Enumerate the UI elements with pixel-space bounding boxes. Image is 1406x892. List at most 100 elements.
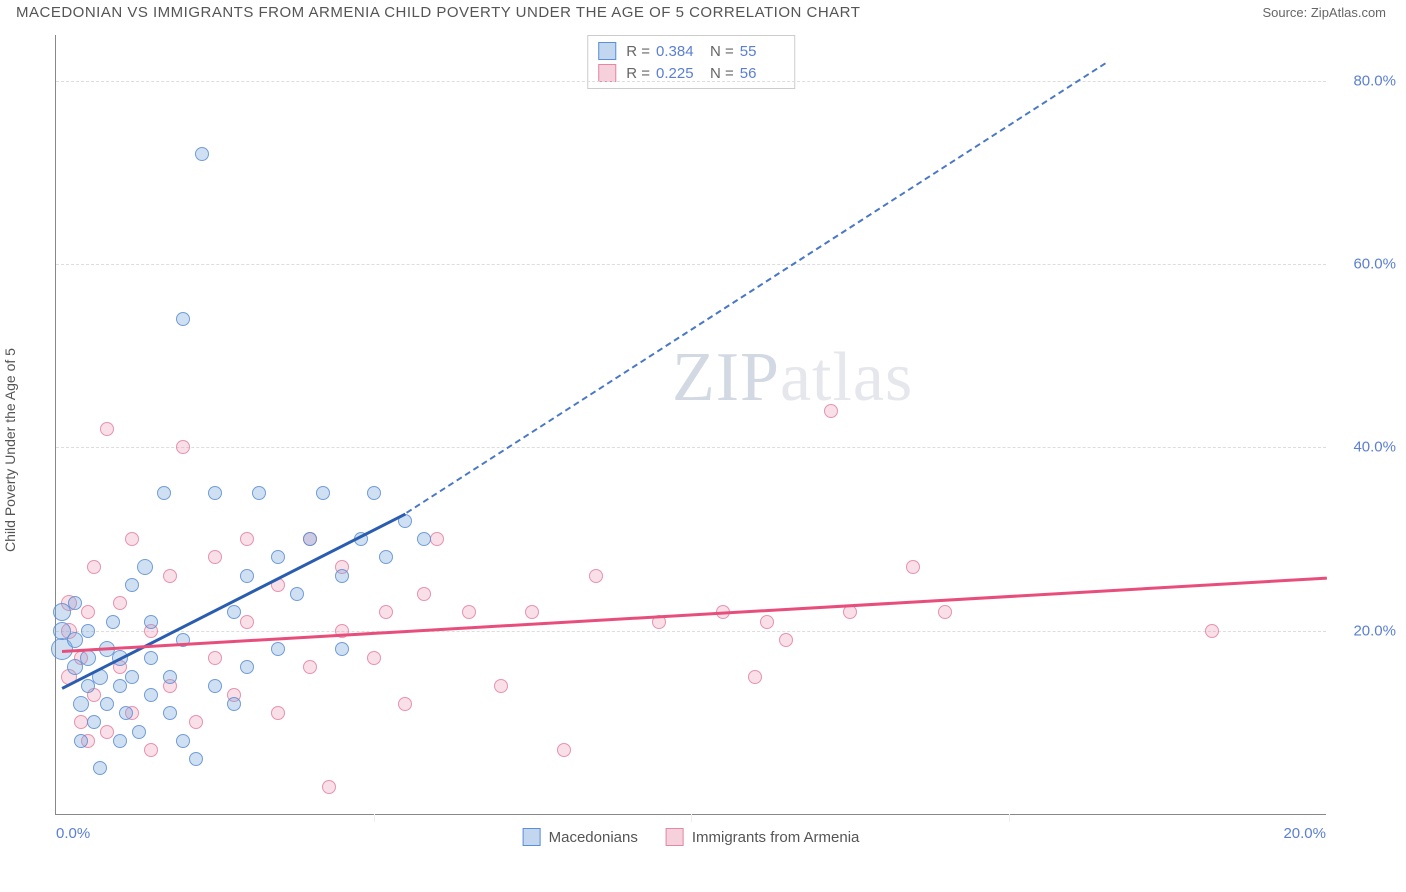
legend-stats-row: R =0.384N =55 [598, 40, 784, 62]
data-point [144, 743, 158, 757]
data-point [322, 780, 336, 794]
swatch-pink [666, 828, 684, 846]
data-point [176, 312, 190, 326]
data-point [417, 532, 431, 546]
legend-item: Macedonians [523, 828, 638, 846]
data-point [208, 679, 222, 693]
data-point [494, 679, 508, 693]
x-tick-label: 20.0% [1283, 825, 1326, 842]
legend-label: Macedonians [549, 829, 638, 846]
data-point [189, 715, 203, 729]
trend-line [406, 63, 1106, 514]
data-point [303, 532, 317, 546]
data-point [68, 596, 82, 610]
legend-bottom: Macedonians Immigrants from Armenia [523, 828, 860, 846]
swatch-blue [523, 828, 541, 846]
data-point [252, 486, 266, 500]
data-point [100, 422, 114, 436]
data-point [144, 688, 158, 702]
data-point [906, 560, 920, 574]
data-point [240, 660, 254, 674]
data-point [303, 660, 317, 674]
data-point [81, 605, 95, 619]
data-point [100, 697, 114, 711]
data-point [240, 615, 254, 629]
data-point [208, 486, 222, 500]
data-point [367, 486, 381, 500]
n-value: 55 [740, 43, 784, 60]
x-tick [374, 814, 375, 822]
data-point [144, 651, 158, 665]
data-point [157, 486, 171, 500]
watermark: ZIPatlas [672, 338, 913, 418]
title-bar: MACEDONIAN VS IMMIGRANTS FROM ARMENIA CH… [0, 0, 1406, 25]
chart-title: MACEDONIAN VS IMMIGRANTS FROM ARMENIA CH… [16, 4, 860, 21]
data-point [271, 550, 285, 564]
x-tick [1009, 814, 1010, 822]
data-point [462, 605, 476, 619]
n-label: N = [710, 43, 734, 60]
data-point [417, 587, 431, 601]
y-tick-label: 20.0% [1336, 622, 1396, 639]
n-label: N = [710, 65, 734, 82]
data-point [144, 615, 158, 629]
data-point [125, 670, 139, 684]
y-axis-label: Child Poverty Under the Age of 5 [2, 348, 18, 552]
data-point [67, 632, 83, 648]
r-label: R = [626, 65, 650, 82]
plot-area: ZIPatlas R =0.384N =55R =0.225N =56 Mace… [55, 35, 1326, 815]
data-point [93, 761, 107, 775]
data-point [367, 651, 381, 665]
data-point [195, 147, 209, 161]
data-point [589, 569, 603, 583]
data-point [398, 697, 412, 711]
data-point [430, 532, 444, 546]
data-point [189, 752, 203, 766]
n-value: 56 [740, 65, 784, 82]
swatch-pink [598, 64, 616, 82]
x-tick-label: 0.0% [56, 825, 90, 842]
data-point [208, 550, 222, 564]
data-point [240, 569, 254, 583]
data-point [100, 725, 114, 739]
data-point [113, 596, 127, 610]
gridline-h [56, 631, 1326, 632]
data-point [137, 559, 153, 575]
data-point [557, 743, 571, 757]
data-point [938, 605, 952, 619]
data-point [335, 642, 349, 656]
data-point [271, 642, 285, 656]
data-point [163, 670, 177, 684]
r-label: R = [626, 43, 650, 60]
r-value: 0.225 [656, 65, 700, 82]
data-point [335, 569, 349, 583]
data-point [73, 696, 89, 712]
data-point [113, 679, 127, 693]
data-point [1205, 624, 1219, 638]
source-label: Source: ZipAtlas.com [1262, 5, 1386, 20]
data-point [748, 670, 762, 684]
y-tick-label: 80.0% [1336, 72, 1396, 89]
data-point [74, 734, 88, 748]
data-point [119, 706, 133, 720]
swatch-blue [598, 42, 616, 60]
data-point [132, 725, 146, 739]
data-point [379, 550, 393, 564]
chart-container: Child Poverty Under the Age of 5 ZIPatla… [0, 25, 1406, 875]
data-point [163, 569, 177, 583]
data-point [779, 633, 793, 647]
data-point [113, 734, 127, 748]
legend-label: Immigrants from Armenia [692, 829, 860, 846]
trend-line [62, 576, 1327, 652]
data-point [81, 624, 95, 638]
data-point [824, 404, 838, 418]
gridline-h [56, 81, 1326, 82]
data-point [379, 605, 393, 619]
data-point [843, 605, 857, 619]
y-tick-label: 60.0% [1336, 256, 1396, 273]
data-point [227, 697, 241, 711]
data-point [227, 605, 241, 619]
data-point [525, 605, 539, 619]
data-point [208, 651, 222, 665]
data-point [316, 486, 330, 500]
